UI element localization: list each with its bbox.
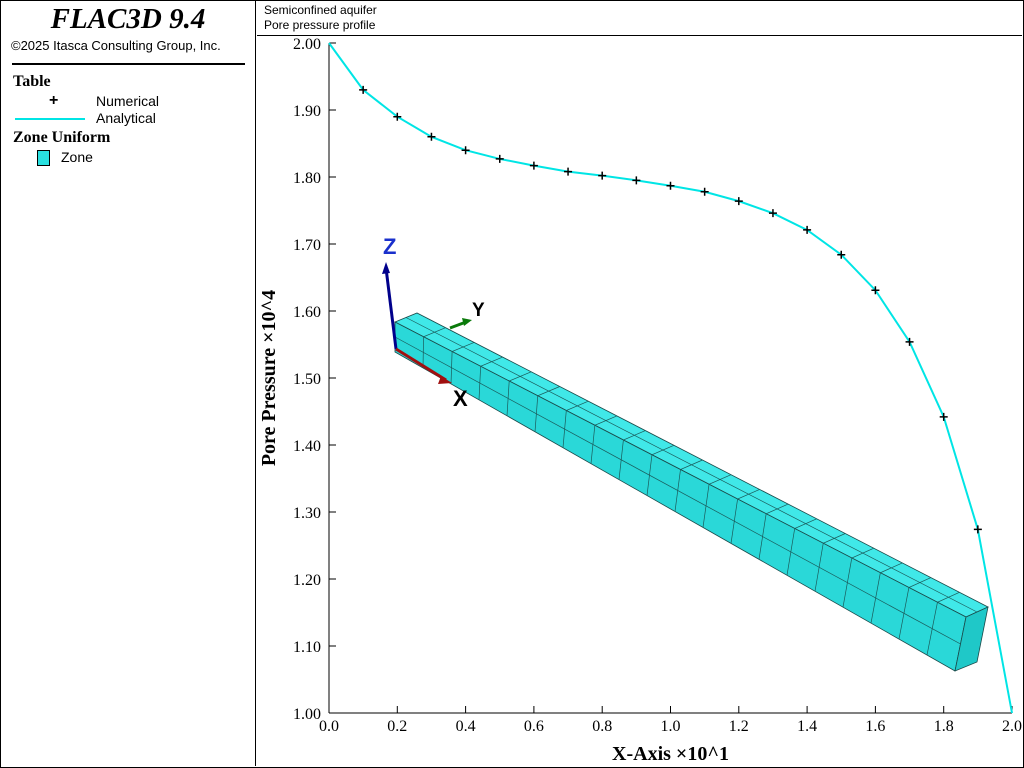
numerical-point-15 bbox=[871, 286, 880, 295]
copyright-text: ©2025 Itasca Consulting Group, Inc. bbox=[11, 38, 221, 53]
x-tick-label: 1.0 bbox=[661, 718, 681, 735]
y-tick-label: 1.90 bbox=[293, 103, 321, 120]
legend-zone-label: Zone bbox=[61, 149, 93, 165]
legend-zone-heading: Zone Uniform bbox=[13, 129, 111, 146]
legend-line-sample bbox=[15, 118, 85, 120]
triad-z-arrow bbox=[382, 262, 390, 274]
y-tick-label: 1.20 bbox=[293, 572, 321, 589]
header-title-line1: Semiconfined aquifer bbox=[264, 3, 377, 17]
triad-x-arrow bbox=[438, 376, 452, 384]
legend-panel: FLAC3D 9.4 ©2025 Itasca Consulting Group… bbox=[1, 1, 256, 766]
y-tick-label: 1.40 bbox=[293, 438, 321, 455]
y-tick-label: 1.60 bbox=[293, 304, 321, 321]
plot-area[interactable]: Z X Y 0.0 0.2 0.4 0.6 0.8 1.0 1.2 1.4 1.6 1.8 2.0 1… bbox=[256, 36, 1022, 766]
triad-y-arrow bbox=[462, 318, 472, 326]
numerical-point-5 bbox=[529, 161, 538, 170]
y-tick-label: 1.70 bbox=[293, 237, 321, 254]
numerical-point-2 bbox=[427, 132, 436, 141]
zone-mesh-model bbox=[394, 312, 989, 672]
legend-analytical-label: Analytical bbox=[96, 110, 156, 126]
triad-x-label: X bbox=[453, 386, 468, 411]
x-tick-label: 2.0 bbox=[1002, 718, 1022, 735]
numerical-point-6 bbox=[564, 167, 573, 176]
x-tick-label: 0.8 bbox=[592, 718, 612, 735]
triad-y-label: Y bbox=[472, 300, 485, 321]
numerical-point-10 bbox=[700, 187, 709, 196]
triad-x-axis bbox=[395, 347, 447, 382]
legend-table-heading: Table bbox=[13, 73, 51, 90]
numerical-point-16 bbox=[905, 337, 914, 346]
x-tick-label: 1.4 bbox=[797, 718, 817, 735]
numerical-point-8 bbox=[632, 176, 641, 185]
numerical-point-4 bbox=[495, 154, 504, 163]
numerical-point-0 bbox=[359, 85, 368, 94]
numerical-point-3 bbox=[461, 146, 470, 155]
x-tick-label: 0.2 bbox=[387, 718, 407, 735]
numerical-point-17 bbox=[939, 412, 948, 421]
y-tick-label: 1.30 bbox=[293, 505, 321, 522]
x-tick-label: 0.0 bbox=[319, 718, 339, 735]
y-tick-label: 1.00 bbox=[293, 706, 321, 723]
x-tick-label: 0.6 bbox=[524, 718, 544, 735]
plot-header: Semiconfined aquifer Pore pressure profi… bbox=[257, 1, 1022, 36]
x-tick-label: 1.8 bbox=[934, 718, 954, 735]
legend-divider bbox=[12, 63, 245, 65]
x-tick-label: 1.6 bbox=[865, 718, 885, 735]
numerical-point-18 bbox=[973, 525, 982, 534]
y-tick-label: 2.00 bbox=[293, 36, 321, 53]
header-title-line2: Pore pressure profile bbox=[264, 18, 376, 32]
numerical-point-11 bbox=[734, 197, 743, 206]
x-tick-label: 1.2 bbox=[729, 718, 749, 735]
plus-marker-icon: + bbox=[49, 92, 59, 109]
y-tick-label: 1.10 bbox=[293, 639, 321, 656]
legend-numerical-label: Numerical bbox=[96, 93, 160, 109]
x-tick-label: 0.4 bbox=[456, 718, 476, 735]
numerical-point-13 bbox=[803, 225, 812, 234]
zone-swatch-icon bbox=[37, 150, 50, 166]
app-title: FLAC3D 9.4 bbox=[50, 3, 206, 35]
y-axis-title: Pore Pressure ×10^4 bbox=[258, 290, 280, 466]
y-tick-label: 1.80 bbox=[293, 170, 321, 187]
numerical-point-7 bbox=[598, 171, 607, 180]
y-tick-label: 1.50 bbox=[293, 371, 321, 388]
triad-z-label: Z bbox=[383, 234, 396, 259]
numerical-point-12 bbox=[768, 209, 777, 218]
x-axis-title: X-Axis ×10^1 bbox=[612, 743, 729, 765]
numerical-point-1 bbox=[393, 112, 402, 121]
triad-z-axis bbox=[384, 267, 398, 350]
numerical-point-14 bbox=[837, 250, 846, 259]
axis-triad: Z X Y bbox=[382, 234, 485, 411]
numerical-point-9 bbox=[666, 181, 675, 190]
